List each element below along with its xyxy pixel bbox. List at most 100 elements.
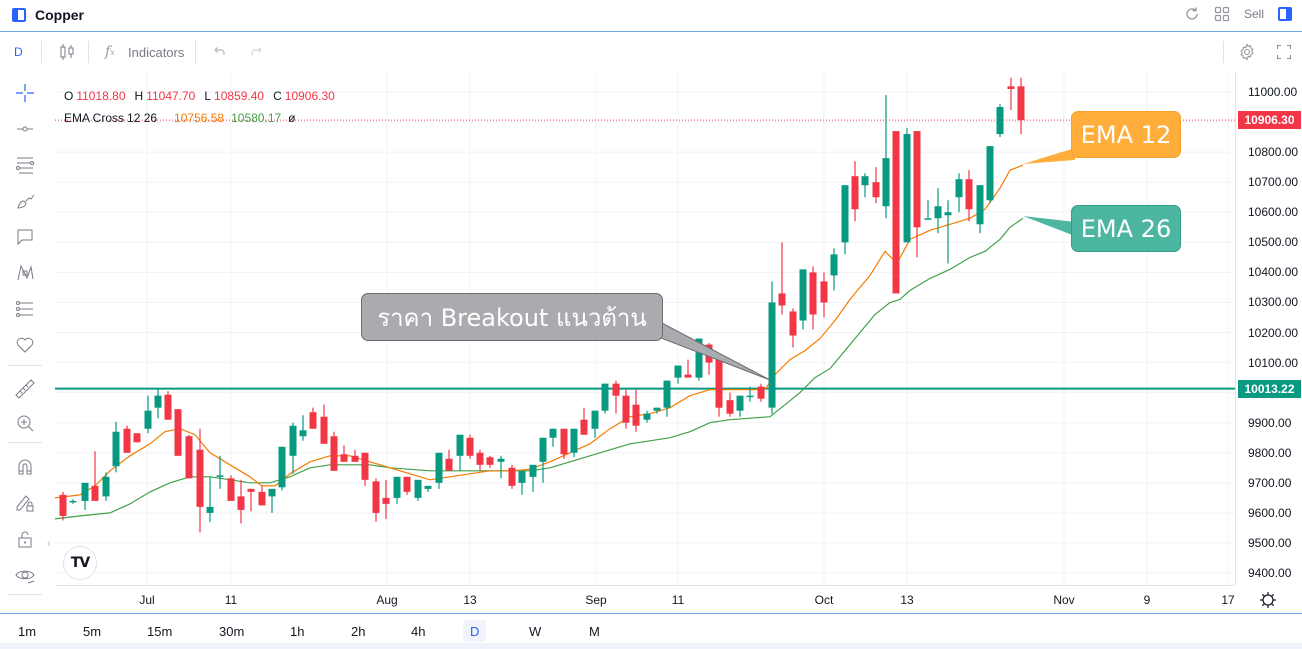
candlestick-type-icon[interactable]: [58, 33, 76, 71]
candle-down: [872, 182, 880, 198]
candle-up: [69, 500, 77, 503]
redo-icon[interactable]: [250, 33, 264, 71]
text-note-icon[interactable]: [14, 226, 36, 248]
title-bar: Copper Sell: [0, 0, 1302, 32]
candle-down: [757, 386, 765, 399]
candle-up: [955, 179, 963, 198]
candle-down: [726, 400, 734, 414]
brush-icon[interactable]: [14, 190, 36, 212]
candle-down: [632, 404, 640, 426]
candle-up: [674, 365, 682, 378]
candle-down: [340, 454, 348, 462]
breakout-callout[interactable]: ราคา Breakout แนวต้าน: [361, 293, 663, 341]
candle-down: [185, 436, 193, 479]
layout-grid-icon[interactable]: [1214, 6, 1230, 22]
unlock-icon[interactable]: [14, 528, 36, 550]
undo-icon[interactable]: [212, 33, 226, 71]
candle-down: [133, 433, 141, 443]
candle-up: [289, 425, 297, 456]
top-right-actions: Sell: [1184, 6, 1292, 22]
trend-line-icon[interactable]: [14, 118, 36, 140]
ema-26-line: [55, 217, 1024, 520]
timeframe-m[interactable]: M: [589, 623, 600, 639]
ema-na-symbol: ø: [288, 111, 296, 125]
crosshair-icon[interactable]: [14, 82, 36, 104]
timeframe-30m[interactable]: 30m: [219, 623, 245, 639]
refresh-icon[interactable]: [1184, 6, 1200, 22]
low-label: L: [204, 89, 212, 103]
interval-button[interactable]: D: [14, 45, 23, 59]
candle-down: [403, 476, 411, 492]
zoom-in-icon[interactable]: [14, 412, 36, 434]
ema12-callout[interactable]: EMA 12: [1071, 111, 1181, 158]
candle-down: [174, 409, 182, 456]
ema26-callout[interactable]: EMA 26: [1071, 205, 1181, 252]
timeframe-d[interactable]: D: [463, 620, 487, 642]
candle-down: [1007, 86, 1015, 89]
visibility-eye-icon[interactable]: [14, 564, 36, 586]
candle-up: [882, 158, 890, 207]
timeframe-5m[interactable]: 5m: [83, 623, 102, 639]
candle-up: [216, 475, 224, 477]
tradingview-logo[interactable]: TV: [63, 546, 97, 580]
timeframe-w[interactable]: W: [529, 623, 542, 639]
candle-down: [237, 496, 245, 510]
pattern-icon[interactable]: [14, 262, 36, 284]
price-axis[interactable]: 10906.30 10013.22 9400.00 9500.00 9600.00 9…: [1235, 72, 1302, 585]
price-axis-label: 10200.00: [1248, 325, 1299, 340]
timeframe-1m[interactable]: 1m: [18, 623, 37, 639]
price-chart[interactable]: [55, 72, 1235, 585]
price-axis-label: 9700.00: [1248, 475, 1292, 490]
timeframe-2h[interactable]: 2h: [351, 623, 366, 639]
ema-slow-value: 10580.17: [231, 111, 282, 125]
ruler-measure-icon[interactable]: [14, 378, 36, 400]
candle-up: [841, 185, 849, 243]
symbol-title: Copper: [35, 7, 84, 23]
indicators-button[interactable]: Indicators: [128, 44, 185, 60]
candle-up: [996, 107, 1004, 135]
fib-retracement-icon[interactable]: [14, 154, 36, 176]
time-axis-label: Nov: [1053, 593, 1075, 607]
price-axis-label: 9600.00: [1248, 505, 1292, 520]
collapse-toolbar-chevron-icon[interactable]: ‹: [47, 538, 51, 550]
lock-drawings-icon[interactable]: [14, 492, 36, 514]
candle-up: [456, 434, 464, 456]
candle-up: [518, 470, 526, 483]
candle-up: [268, 488, 276, 497]
candle-up: [206, 506, 214, 513]
right-panel-toggle-icon[interactable]: [1278, 7, 1292, 21]
candle-up: [414, 479, 422, 498]
price-axis-label: 9800.00: [1248, 445, 1292, 460]
toolbar-divider: [8, 365, 42, 366]
candle-down: [820, 281, 828, 303]
candle-up: [736, 395, 744, 411]
timeframe-1h[interactable]: 1h: [290, 623, 305, 639]
axis-settings-icon[interactable]: [1258, 590, 1278, 610]
favorites-heart-icon[interactable]: [14, 334, 36, 356]
candle-down: [809, 272, 817, 315]
candle-down: [965, 179, 973, 210]
ema-legend[interactable]: EMA Cross 12 26 10756.58 10580.17 ø: [64, 107, 341, 129]
candle-down: [351, 455, 359, 462]
price-axis-label: 9900.00: [1248, 415, 1292, 430]
timeframe-15m[interactable]: 15m: [147, 623, 173, 639]
candle-up: [81, 482, 89, 501]
candle-up: [299, 430, 307, 437]
price-axis-label: 10500.00: [1248, 235, 1299, 250]
sidebar-toggle-icon[interactable]: [12, 8, 26, 22]
fullscreen-icon[interactable]: [1276, 33, 1292, 71]
candle-down: [580, 419, 588, 435]
candle-down: [560, 428, 568, 455]
candle-down: [466, 437, 474, 456]
settings-gear-icon[interactable]: [1238, 33, 1256, 71]
time-axis-label: 13: [463, 593, 477, 607]
prediction-icon[interactable]: [14, 298, 36, 320]
timeframe-4h[interactable]: 4h: [411, 623, 426, 639]
price-axis-label: 9500.00: [1248, 535, 1292, 550]
magnet-icon[interactable]: [14, 456, 36, 478]
time-axis[interactable]: Jul 11 Aug 13 Sep 11 Oct 13 Nov 9 17: [55, 585, 1235, 613]
time-axis-label: 13: [900, 593, 914, 607]
sell-button[interactable]: Sell: [1243, 7, 1264, 21]
candle-down: [913, 131, 921, 228]
